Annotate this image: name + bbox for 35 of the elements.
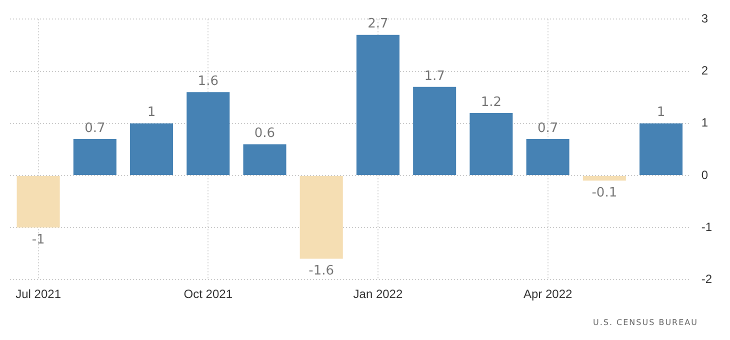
x-tick-label: Apr 2022 [523, 287, 572, 302]
data-label: 0.7 [537, 120, 558, 136]
bar [243, 144, 286, 175]
bar [413, 86, 456, 175]
data-label: 0.6 [254, 126, 276, 142]
data-label: -0.1 [592, 186, 618, 201]
x-tick-label: Jan 2022 [353, 287, 403, 302]
bar [356, 34, 400, 175]
data-label: 1.7 [424, 68, 445, 84]
data-label: 0.7 [84, 120, 106, 136]
text: U.S. CENSUS BUREAU [592, 318, 698, 327]
y-tick-label: -1 [701, 220, 712, 234]
data-label: 1 [147, 105, 156, 120]
bar [73, 138, 116, 175]
bar [640, 123, 683, 175]
data-label: -1.6 [308, 264, 334, 279]
y-tick-label: 2 [701, 64, 708, 78]
bar [300, 176, 343, 259]
y-tick-label: 1 [701, 116, 708, 130]
data-label: 1.6 [198, 74, 218, 89]
bar [526, 138, 570, 175]
y-tick-label: -2 [701, 272, 712, 286]
data-label: 1 [656, 105, 666, 120]
bar [470, 112, 513, 175]
data-label: 2.7 [368, 16, 388, 32]
bar [582, 176, 626, 181]
x-tick-label: Jul 2021 [16, 287, 62, 302]
bar [186, 92, 230, 175]
y-tick-label: 0 [701, 168, 708, 182]
x-tick-label: Oct 2021 [184, 287, 233, 302]
data-label: -1 [32, 232, 45, 248]
data-label: 1.2 [480, 94, 502, 110]
bar [16, 176, 60, 228]
y-tick-label: 3 [701, 12, 708, 26]
bar [130, 123, 174, 175]
